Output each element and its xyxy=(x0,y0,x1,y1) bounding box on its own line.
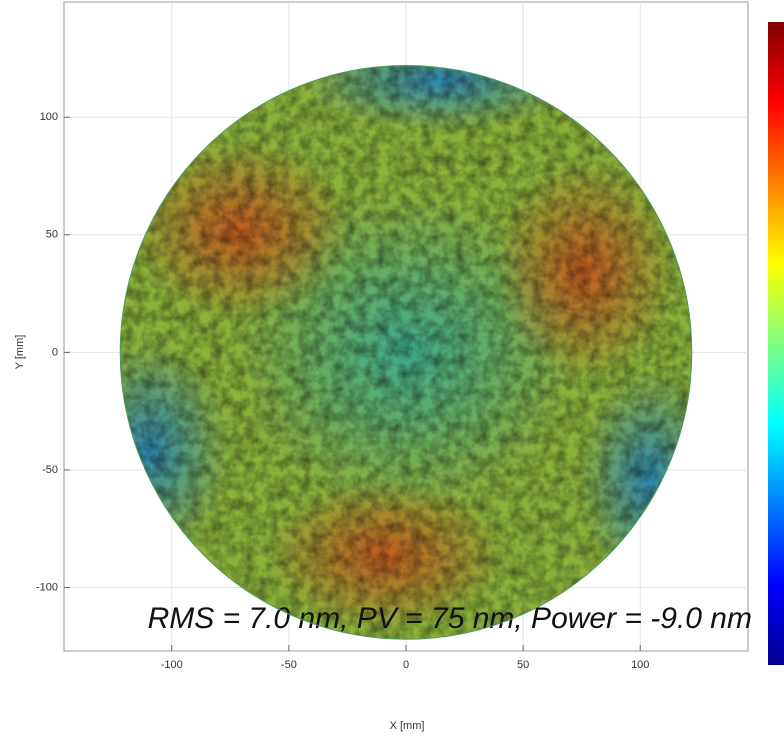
annotation: RMS = 7.0 nm, PV = 75 nm, Power = -9.0 n… xyxy=(148,602,752,635)
y-axis-label: Y [mm] xyxy=(14,335,26,370)
aperture xyxy=(119,64,693,640)
surface xyxy=(120,65,692,640)
y-tick-label: -100 xyxy=(36,581,58,593)
x-tick-label: -100 xyxy=(161,659,183,671)
x-tick-label: 0 xyxy=(403,659,409,671)
y-tick-label: -50 xyxy=(42,464,58,476)
x-tick-label: 50 xyxy=(517,659,529,671)
x-tick-label: -50 xyxy=(281,659,297,671)
x-axis-label: X [mm] xyxy=(390,720,425,732)
y-tick-label: 50 xyxy=(46,229,58,241)
y-tick-label: 100 xyxy=(40,111,58,123)
x-tick-label: 100 xyxy=(631,659,649,671)
y-tick-label: 0 xyxy=(52,346,58,358)
colorbar xyxy=(768,22,784,665)
